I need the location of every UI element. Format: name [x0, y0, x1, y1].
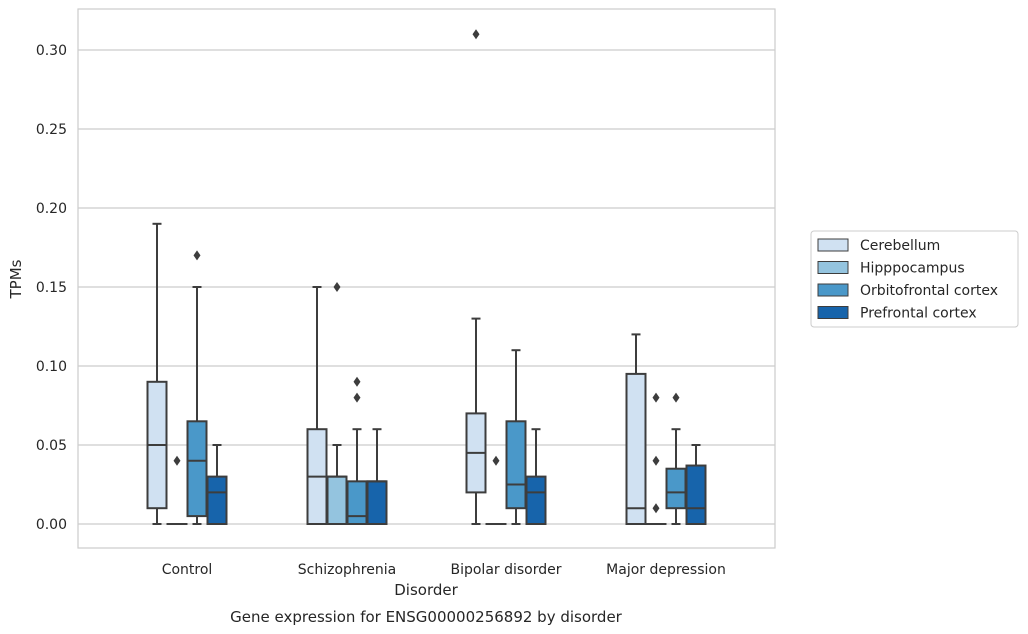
box-orbitofrontal-cortex-2	[505, 349, 527, 525]
box-iqr	[366, 480, 388, 525]
legend-swatch	[817, 261, 849, 274]
box-orbitofrontal-cortex-3	[665, 392, 687, 525]
outlier-point	[672, 392, 680, 403]
outlier-point	[652, 392, 660, 403]
y-tick-labels: 0.00 0.05 0.10 0.15 0.20 0.25 0.30	[36, 43, 67, 533]
box-iqr	[206, 475, 228, 526]
x-tick-label: Major depression	[606, 562, 726, 578]
outlier-point	[652, 503, 660, 514]
chart-caption: Gene expression for ENSG00000256892 by d…	[230, 608, 623, 626]
box-prefrontal-cortex-0	[206, 444, 228, 526]
box-groups	[146, 29, 707, 526]
x-tick-label: Schizophrenia	[298, 562, 396, 578]
legend-label: Hipppocampus	[860, 261, 965, 277]
outlier-point	[353, 376, 361, 387]
box-orbitofrontal-cortex-0	[186, 250, 208, 525]
legend-label: Orbitofrontal cortex	[860, 283, 998, 299]
outlier-point	[472, 29, 480, 40]
box-iqr	[525, 475, 547, 526]
box-cerebellum-3	[625, 333, 647, 525]
plot-area-frame	[77, 8, 776, 549]
x-tick-label: Bipolar disorder	[450, 562, 561, 578]
box-hipppocampus-0	[166, 455, 188, 526]
x-axis-label: Disorder	[394, 581, 458, 599]
outlier-point	[333, 282, 341, 292]
box-iqr	[186, 420, 208, 518]
box-cerebellum-2	[465, 29, 487, 525]
legend-frame	[810, 230, 1019, 328]
outlier-point	[173, 455, 181, 466]
legend-label: Cerebellum	[860, 238, 940, 254]
outlier-point	[353, 392, 361, 403]
box-prefrontal-cortex-3	[685, 444, 707, 526]
box-iqr	[665, 467, 687, 510]
box-prefrontal-cortex-1	[366, 428, 388, 525]
y-tick-label: 0.00	[36, 517, 67, 533]
box-iqr	[505, 420, 527, 510]
outlier-point	[652, 455, 660, 466]
box-iqr	[346, 480, 368, 525]
y-gridlines	[78, 49, 775, 525]
legend: Cerebellum Hipppocampus Orbitofrontal cort…	[810, 230, 1019, 328]
x-tick-label: Control	[162, 562, 213, 578]
box-iqr	[326, 475, 348, 526]
outlier-point	[492, 455, 500, 466]
legend-swatch	[817, 283, 849, 297]
box-iqr	[685, 464, 707, 526]
box-hipppocampus-1	[326, 282, 348, 526]
y-tick-label: 0.15	[36, 280, 67, 296]
y-tick-label: 0.30	[36, 43, 67, 59]
box-prefrontal-cortex-2	[525, 428, 547, 526]
box-cerebellum-1	[306, 286, 328, 526]
box-cerebellum-0	[146, 222, 168, 525]
legend-label: Prefrontal cortex	[860, 306, 977, 322]
outlier-point	[193, 250, 201, 261]
legend-swatch	[817, 306, 849, 319]
box-iqr	[625, 372, 647, 525]
y-tick-label: 0.25	[36, 122, 67, 138]
box-hipppocampus-3	[645, 392, 667, 526]
box-orbitofrontal-cortex-1	[346, 376, 368, 525]
legend-swatch	[817, 238, 849, 252]
y-axis-label: TPMs	[7, 259, 25, 299]
y-tick-label: 0.10	[36, 359, 67, 375]
x-tick-labels: Control Schizophrenia Bipolar disorder Majo…	[162, 562, 726, 578]
y-tick-label: 0.05	[36, 438, 67, 454]
box-hipppocampus-2	[485, 455, 507, 526]
y-tick-label: 0.20	[36, 201, 67, 217]
